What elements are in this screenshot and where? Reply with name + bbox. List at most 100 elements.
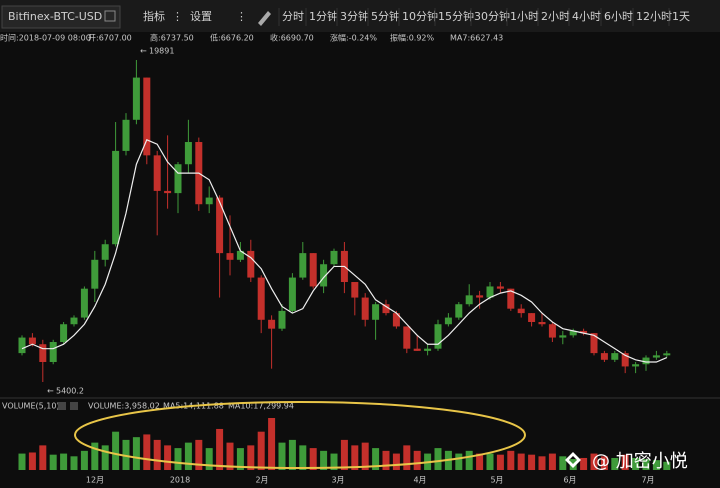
candle-body (455, 304, 463, 318)
volume-bar (611, 457, 619, 470)
volume-bar (153, 439, 161, 470)
x-tick-label: 2018 (170, 476, 190, 485)
icon[interactable] (70, 402, 78, 410)
interval-button[interactable]: 1分钟 (309, 9, 338, 23)
symbol[interactable]: Bitfinex-BTC-USD (8, 10, 102, 23)
candle-body (590, 333, 598, 354)
info-item: 收:6690.70 (270, 33, 314, 43)
candle-body (330, 250, 338, 265)
volume-bar (60, 453, 68, 470)
info-line: 时间:2018-07-09 08:00开:6707.00 高:6737.50 低:6… (0, 33, 503, 43)
candle-body (361, 297, 369, 320)
volume-bar (486, 453, 494, 470)
indicator-button[interactable]: 指标 (143, 9, 165, 23)
volume-bar (184, 442, 192, 470)
volume-bar (226, 442, 234, 470)
volume-bar (70, 456, 78, 470)
volume-bar (132, 437, 140, 470)
volume-bar (496, 454, 504, 470)
symbol-box[interactable] (1, 5, 121, 29)
candle-body (642, 357, 650, 365)
candle-body (548, 324, 556, 338)
interval-button[interactable]: 分时 (282, 10, 304, 23)
volume-bar (205, 448, 213, 470)
interval-button[interactable]: 3分钟 (340, 9, 369, 23)
draw-icon[interactable] (258, 11, 271, 26)
candle-body (299, 253, 307, 278)
candle-body (621, 353, 629, 367)
candle-body (153, 155, 161, 191)
interval-button[interactable]: 12小时 (636, 10, 672, 23)
candle-body (268, 319, 276, 329)
x-tick-label: 5月 (490, 476, 503, 485)
candle-body (424, 348, 432, 351)
candle-body (60, 324, 68, 343)
candle-body (434, 324, 442, 349)
candle-body (538, 322, 546, 325)
volume-bar (528, 454, 536, 470)
candle-body (528, 313, 536, 323)
volume-bar (642, 459, 650, 470)
candle-body (392, 313, 400, 327)
interval-button[interactable]: 30分钟 (474, 9, 510, 23)
candle-body (517, 308, 525, 314)
volume-bar (476, 453, 484, 470)
candle-body (663, 353, 671, 356)
volume-bar (372, 448, 380, 470)
volume-bar (434, 448, 442, 470)
candle-body (288, 277, 296, 311)
candle-body (413, 348, 421, 351)
candle-body (580, 330, 588, 334)
icon[interactable] (58, 402, 66, 410)
info-item: 振幅:0.92% (390, 33, 435, 43)
volume-bar (465, 450, 473, 470)
interval-button[interactable]: 15分钟 (438, 9, 474, 23)
volume-bar (18, 453, 26, 470)
volume-bar (652, 460, 660, 470)
volume-bar (559, 456, 567, 470)
settings-button[interactable]: 设置 (190, 10, 212, 23)
candle-body (132, 77, 140, 120)
volume-bar (80, 450, 88, 470)
interval-button[interactable]: 5分钟 (371, 9, 400, 23)
volume-bar (663, 461, 671, 470)
interval-button[interactable]: 6小时 (604, 10, 633, 23)
candle-body (205, 197, 213, 205)
volume-bar (517, 453, 525, 470)
volume-bar (278, 442, 286, 470)
volume-legend-item: MA10:17,299.94 (228, 402, 294, 411)
candle-body (91, 259, 99, 289)
volume-bar (236, 448, 244, 470)
interval-button[interactable]: 1天 (672, 10, 690, 23)
volume-bar (28, 452, 36, 470)
volume-bar (330, 453, 338, 470)
x-tick-label: 6月 (563, 476, 576, 485)
candle-body (236, 250, 244, 260)
volume-bar (320, 450, 328, 470)
icon[interactable] (104, 10, 116, 22)
volume-bar (257, 431, 265, 470)
interval-button[interactable]: 4小时 (572, 10, 601, 23)
info-item: 低:6676.20 (210, 33, 254, 43)
x-axis: 12月 2018 2月 3月 4月 5月 6月 7月 (86, 476, 655, 485)
info-item: 开:6707.00 (88, 34, 132, 43)
volume-bar (632, 457, 640, 470)
ma-line (21, 139, 668, 363)
candle-body (278, 310, 286, 329)
volume-bar (39, 445, 47, 470)
volume-bar (538, 456, 546, 470)
candle-body (403, 326, 411, 349)
volume-bar (361, 442, 369, 470)
info-item: 涨幅:-0.24% (330, 33, 377, 43)
interval-button[interactable]: 2小时 (541, 10, 570, 23)
volume-bar (455, 453, 463, 470)
volume-bar (382, 450, 390, 470)
interval-button[interactable]: 10分钟 (402, 9, 438, 23)
highlight-ellipse (74, 401, 526, 469)
interval-button[interactable]: 1小时 (510, 10, 539, 23)
candle-body (476, 295, 484, 298)
candle-body (143, 77, 151, 156)
volume-bar (91, 442, 99, 470)
volume-bar (590, 453, 598, 470)
